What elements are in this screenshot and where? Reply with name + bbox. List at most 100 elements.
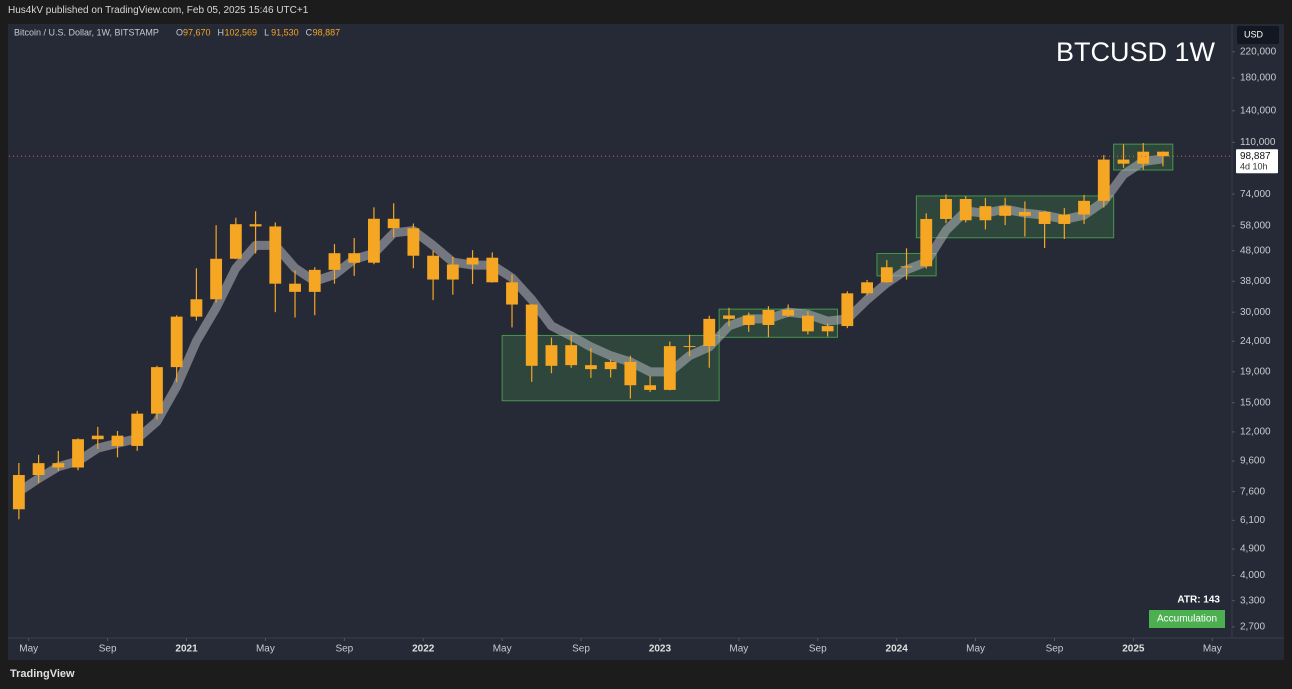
candle-body	[1018, 211, 1031, 216]
candle-body	[565, 345, 578, 366]
ohlc-value: 91,530	[271, 27, 299, 37]
candle-body	[584, 365, 597, 370]
candle-body	[407, 228, 420, 256]
y-tick-label: 2,700	[1240, 622, 1265, 633]
candle-body	[308, 269, 321, 292]
candle-body	[525, 304, 538, 366]
y-tick-label: 74,000	[1240, 189, 1271, 200]
candle-body	[52, 463, 65, 468]
y-tick-label: 3,300	[1240, 595, 1265, 606]
candle-body	[427, 255, 440, 280]
y-tick-label: 7,600	[1240, 486, 1265, 497]
candle-body	[466, 257, 479, 265]
x-tick-label: May	[1203, 644, 1222, 655]
candle-body	[170, 316, 183, 368]
y-tick-label: 4,000	[1240, 570, 1265, 581]
atr-label: ATR: 143	[1177, 595, 1220, 606]
symbol-line: Bitcoin / U.S. Dollar, 1W, BITSTAMP	[14, 27, 159, 37]
candle-body	[131, 413, 144, 446]
y-tick-label: 30,000	[1240, 307, 1271, 318]
ohlc-key: H	[218, 27, 225, 37]
status-badge	[1149, 610, 1225, 628]
candle-body	[1157, 151, 1169, 157]
x-tick-label: 2021	[175, 644, 198, 655]
last-price-label: 98,887	[1240, 151, 1271, 162]
x-tick-label: Sep	[99, 644, 117, 655]
candle-body	[663, 346, 676, 390]
candle-body	[32, 463, 45, 476]
footer-brand: TradingView	[10, 668, 75, 680]
x-tick-label: Sep	[335, 644, 353, 655]
currency: USD	[1244, 29, 1264, 39]
x-tick-label: Sep	[809, 644, 827, 655]
candle-body	[841, 293, 854, 327]
candle-body	[979, 206, 992, 221]
candle-body	[1058, 214, 1071, 224]
candle-body	[742, 315, 755, 325]
x-tick-label: May	[729, 644, 748, 655]
candle-body	[861, 282, 873, 294]
publisher-line: Hus4kV published on TradingView.com, Feb…	[8, 5, 309, 16]
candle-body	[289, 283, 301, 292]
ohlc-key: C	[306, 27, 313, 37]
x-tick-label: May	[19, 644, 38, 655]
candle-body	[348, 253, 361, 263]
y-tick-label: 58,000	[1240, 221, 1271, 232]
candle-body	[506, 282, 518, 305]
candle-body	[999, 206, 1012, 216]
ohlc-value: 102,569	[225, 27, 258, 37]
y-tick-label: 220,000	[1240, 46, 1277, 57]
x-tick-label: May	[966, 644, 985, 655]
moving-average	[16, 154, 1164, 496]
x-tick-label: 2024	[886, 644, 909, 655]
y-tick-label: 180,000	[1240, 73, 1277, 84]
chart-title: BTCUSD 1W	[1056, 37, 1216, 67]
y-tick-label: 6,100	[1240, 515, 1265, 526]
candle-body	[624, 361, 637, 386]
candle-body	[959, 199, 972, 221]
candle-body	[821, 326, 834, 332]
y-tick-label: 38,000	[1240, 276, 1271, 287]
chart-background	[8, 24, 1284, 660]
y-tick-label: 140,000	[1240, 105, 1277, 116]
chart: Bitcoin / U.S. Dollar, 1W, BITSTAMP BTCU…	[8, 24, 1284, 660]
candle-body	[151, 367, 163, 414]
x-tick-label: Sep	[1046, 644, 1064, 655]
candle-body	[604, 361, 617, 370]
candle-body	[900, 266, 913, 268]
y-tick-label: 24,000	[1240, 336, 1271, 347]
candle-body	[1097, 159, 1110, 201]
candle-body	[91, 435, 104, 440]
candle-body	[190, 299, 203, 317]
y-tick-label: 9,600	[1240, 456, 1265, 467]
candle-body	[1117, 159, 1130, 164]
candle-body	[723, 315, 735, 319]
y-tick-label: 19,000	[1240, 366, 1271, 377]
candle-body	[683, 346, 696, 348]
countdown: 4d 10h	[1240, 162, 1268, 172]
x-tick-label: 2022	[412, 644, 435, 655]
x-tick-label: 2023	[649, 644, 672, 655]
candle-body	[387, 218, 400, 229]
candle-body	[72, 439, 84, 468]
candle-body	[111, 435, 124, 446]
candle-body	[210, 258, 223, 300]
candle-body	[545, 345, 558, 366]
candle-body	[644, 385, 657, 390]
candle-body	[1137, 151, 1150, 164]
candle-body	[368, 218, 380, 263]
candle-body	[328, 253, 341, 270]
candle-body	[229, 224, 242, 259]
candle-body	[880, 267, 893, 283]
candle-body	[1038, 211, 1051, 224]
currency-box[interactable]	[1237, 26, 1279, 44]
candle-body	[703, 318, 716, 347]
y-tick-label: 48,000	[1240, 245, 1271, 256]
candle-body	[920, 218, 933, 267]
candle-body	[1078, 200, 1090, 215]
y-tick-label: 12,000	[1240, 427, 1271, 438]
x-tick-label: Sep	[572, 644, 590, 655]
candle-body	[782, 309, 795, 316]
ohlc-value: 98,887	[313, 27, 341, 37]
